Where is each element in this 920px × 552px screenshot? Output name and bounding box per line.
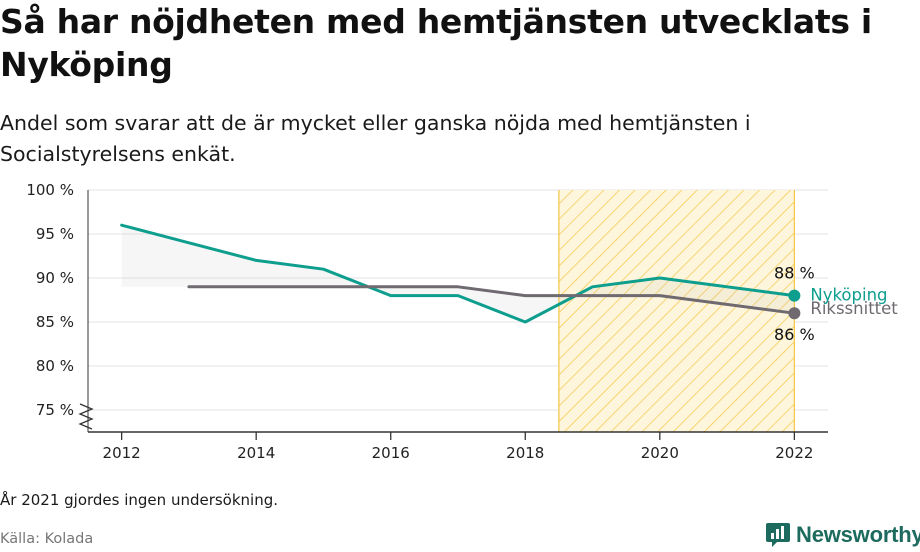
brand-logo: Newsworthy [765,521,920,549]
bar-chart-speech-bubble-icon [766,523,790,547]
series-lines [120,223,801,324]
highlight-zone [558,190,795,432]
x-tick-label: 2020 [641,444,679,462]
x-tick-label: 2016 [372,444,410,462]
y-tick-label: 90 % [36,269,74,287]
source-text: Källa: Kolada [0,531,94,547]
x-tick-label: 2022 [775,444,813,462]
difference-area-fill [121,225,795,322]
data-label-riksnittet-end: 86 % [774,325,815,344]
footnote: År 2021 gjordes ingen undersökning. [0,491,279,509]
highlight-zone-hatch [558,190,795,432]
zigzag-break-icon [78,403,94,430]
end-point-marker [788,307,801,320]
brand-name: Newsworthy [796,522,920,547]
series-label-nykoping: Nyköping [810,286,887,305]
difference-area [121,225,795,322]
series-label-riksnittet: Rikssnittet [810,299,898,318]
line-chart: 75 %80 %85 %90 %95 %100 % 2012 2014 2016 20… [26,181,898,462]
chart-title: Så har nöjdheten med hemtjänsten utveckl… [0,2,872,84]
x-tick-label: 2014 [237,444,275,462]
data-label-nykoping-end: 88 % [774,264,815,283]
chart-subtitle: Andel som svarar att de är mycket eller … [0,111,751,166]
y-tick-label: 80 % [36,357,74,375]
end-point-marker [788,289,801,302]
y-tick-label: 100 % [26,181,74,199]
series-line-riksnittet [187,285,796,315]
axes: 2012 2014 2016 2018 2020 2022 [78,190,828,462]
x-tick-label: 2018 [506,444,544,462]
y-tick-label: 85 % [36,313,74,331]
x-tick-label: 2012 [103,444,141,462]
y-tick-label: 95 % [36,225,74,243]
y-tick-label: 75 % [36,401,74,419]
series-line-nykoping [120,223,796,324]
